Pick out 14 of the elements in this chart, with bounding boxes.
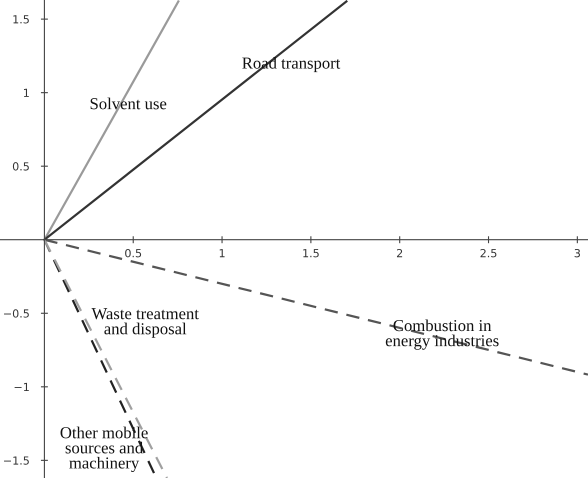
y-tick-label: 0.5 [12, 162, 29, 171]
series-label: Solvent use [90, 98, 166, 110]
x-tick-label: 0.5 [125, 248, 142, 258]
x-tick-label: 1.5 [303, 249, 319, 258]
x-tick-label: 2 [396, 248, 402, 258]
y-tick-label: −1.5 [4, 456, 29, 465]
x-tick-label: 1 [220, 249, 225, 258]
y-tick-label: 1 [24, 88, 29, 97]
series-label: Waste treatment and disposal [92, 308, 199, 338]
y-tick-label: 1.5 [13, 15, 29, 24]
x-tick-label: 3 [574, 248, 580, 258]
y-tick-label: −0.5 [4, 309, 29, 318]
y-tick-label: −1 [14, 382, 29, 392]
x-tick-label: 2.5 [480, 248, 496, 258]
